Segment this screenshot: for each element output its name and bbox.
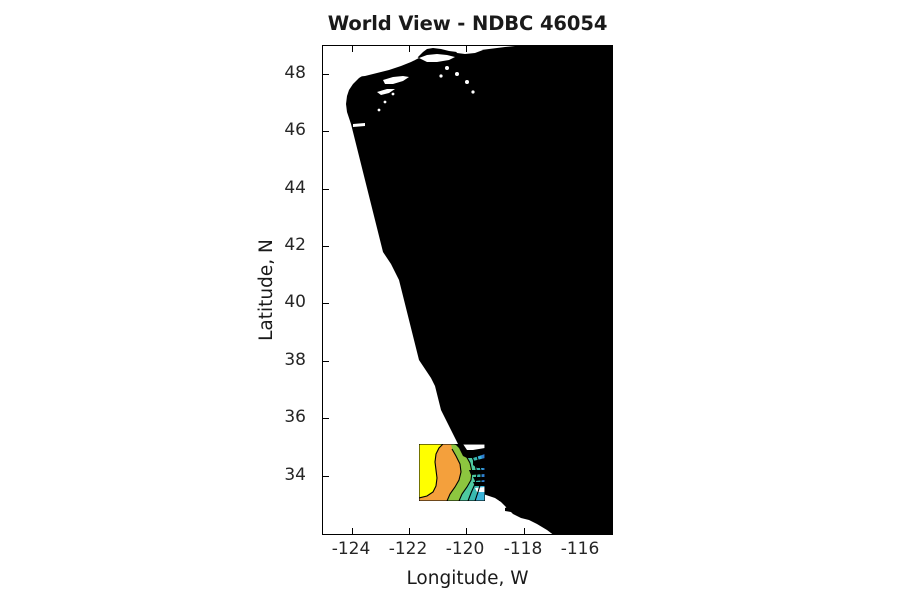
land-mask-inlet-n2 [377,89,395,95]
xtick-m116 [581,528,582,534]
ytick-label-34: 34 [284,465,306,485]
ytick-42 [323,246,329,247]
ytick-34 [323,476,329,477]
land-mask-sf-bay [395,348,407,362]
land-mask-islet [383,100,387,104]
ytick-44 [323,189,329,190]
land-mask-islet [465,80,469,84]
ytick-38 [323,361,329,362]
land-mask-islet [377,108,381,112]
ytick-label-44: 44 [284,178,306,198]
ytick-right-42 [606,246,612,247]
land-mask-islet [455,72,459,76]
xtick-label-m116: -116 [560,539,600,559]
page-title: World View - NDBC 46054 [327,12,608,35]
ytick-right-46 [606,131,612,132]
xtick-m118 [524,528,525,534]
contour-inset-group [419,444,485,501]
map-axes[interactable] [322,45,613,535]
xtick-label-m122: -122 [388,539,428,559]
land-mask-islet [439,74,443,78]
ytick-right-40 [606,303,612,304]
ytick-right-48 [606,74,612,75]
xtick-label-m124: -124 [331,539,371,559]
xtick-m120 [466,528,467,534]
xtick-m122 [409,528,410,534]
contour-inset-white-gap2 [475,487,485,492]
land-mask-columbia-river [353,123,365,127]
ytick-right-34 [606,476,612,477]
contour-inset-island-overlay [473,482,485,486]
ytick-label-40: 40 [284,292,306,312]
land-mask-islet [391,92,395,96]
land-mask-juan-de-fuca [323,46,423,68]
ytick-46 [323,131,329,132]
land-mask-islet-south2 [551,516,561,522]
xtick-label-m120: -120 [445,539,485,559]
land-mask-puget-sound [349,56,419,77]
land-mask-santa-barbara-island [499,498,504,501]
ytick-label-36: 36 [284,407,306,427]
ytick-right-38 [606,361,612,362]
xtick-top-m120 [466,46,467,52]
land-mask-santa-catalina-island [521,490,537,500]
land-mask-inlet-n1 [383,76,409,84]
ytick-48 [323,74,329,75]
ytick-40 [323,303,329,304]
land-mask-san-clemente-island [505,504,519,512]
ytick-label-48: 48 [284,63,306,83]
contour-inset-white-gap [463,444,485,450]
land-mask-islet [445,66,449,70]
land-mask-sf-bay2 [403,362,411,370]
land-mask-mainland [346,46,612,534]
ytick-right-36 [606,418,612,419]
ytick-label-46: 46 [284,120,306,140]
ytick-label-38: 38 [284,350,306,370]
land-mask-islet [471,90,475,94]
land-mask-island-a [419,54,455,62]
land-mask-islet-south [537,510,547,516]
y-axis-label: Latitude, N [256,239,277,341]
ytick-right-44 [606,189,612,190]
land-mask-island-b [455,48,483,54]
xtick-top-m122 [409,46,410,52]
contour-lines [419,444,482,501]
xtick-label-m118: -118 [503,539,543,559]
map-plot-svg [323,46,612,534]
land-mask-group [323,46,612,534]
land-mask-anacapa-island [496,482,503,485]
ytick-label-42: 42 [284,235,306,255]
xtick-top-m116 [581,46,582,52]
x-axis-label: Longitude, W [406,568,529,589]
xtick-top-m118 [524,46,525,52]
xtick-top-m124 [352,46,353,52]
xtick-m124 [352,528,353,534]
ytick-36 [323,418,329,419]
